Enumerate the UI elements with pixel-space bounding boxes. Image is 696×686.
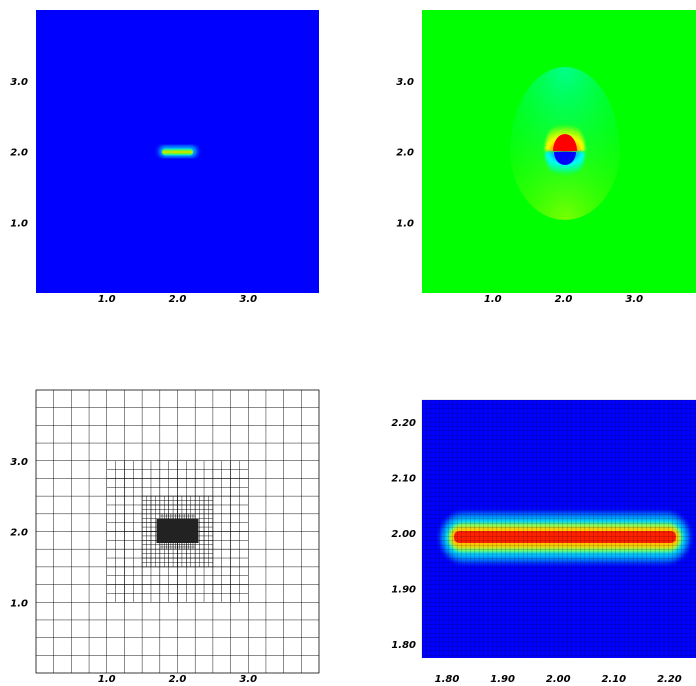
panel-3: 1.0 2.0 3.0 1.0 2.0 3.0 (10, 389, 320, 685)
y-tick-label: 1.90 (391, 585, 416, 596)
panel-3-dense-core (156, 519, 199, 543)
y-tick-label: 2.00 (391, 529, 416, 540)
panel-3-y-ticks: 1.0 2.0 3.0 (10, 457, 28, 610)
y-tick-label: 2.0 (396, 148, 414, 159)
x-tick-label: 1.0 (484, 294, 502, 305)
panel-2-y-ticks: 1.0 2.0 3.0 (396, 77, 414, 230)
panel-4-bar-core (454, 531, 676, 543)
y-tick-label: 2.0 (10, 528, 28, 539)
panel-1-ellipse (162, 148, 193, 156)
panel-3-x-ticks: 1.0 2.0 3.0 (98, 674, 257, 685)
y-tick-label: 2.0 (10, 148, 28, 159)
y-tick-label: 2.20 (391, 418, 416, 429)
panel-2-upper-core (553, 134, 577, 151)
x-tick-label: 3.0 (239, 674, 257, 685)
panel-1-y-ticks: 1.0 2.0 3.0 (10, 77, 28, 230)
panel-1-x-ticks: 1.0 2.0 3.0 (98, 294, 257, 305)
panel-4-halo (440, 512, 690, 563)
x-tick-label: 3.0 (625, 294, 643, 305)
panel-2-lower-lobe (545, 152, 585, 179)
x-tick-label: 2.10 (601, 674, 626, 685)
x-tick-label: 1.80 (435, 674, 460, 685)
x-tick-label: 2.0 (169, 294, 187, 305)
x-tick-label: 1.90 (490, 674, 515, 685)
y-tick-label: 1.0 (10, 598, 28, 609)
y-tick-label: 2.10 (391, 474, 416, 485)
panel-4-y-ticks: 1.80 1.90 2.00 2.10 2.20 (391, 418, 416, 651)
y-tick-label: 1.0 (396, 218, 414, 229)
panel-1: 1.0 2.0 3.0 1.0 2.0 3.0 (10, 10, 319, 305)
x-tick-label: 2.00 (546, 674, 571, 685)
panel-4-grid (421, 399, 696, 658)
y-tick-label: 3.0 (10, 457, 28, 468)
panel-4: 1.80 1.90 2.00 2.10 2.20 1.80 1.90 2.00 2.10 2.2… (391, 399, 696, 685)
x-tick-label: 2.0 (555, 294, 573, 305)
panel-2-x-ticks: 1.0 2.0 3.0 (484, 294, 643, 305)
x-tick-label: 1.0 (98, 294, 116, 305)
y-tick-label: 1.80 (391, 640, 416, 651)
x-tick-label: 3.0 (239, 294, 257, 305)
x-tick-label: 2.20 (657, 674, 682, 685)
panel-2-lower-core (554, 152, 576, 165)
panel-2: 1.0 2.0 3.0 1.0 2.0 3.0 (396, 10, 696, 305)
y-tick-label: 3.0 (396, 77, 414, 88)
y-tick-label: 1.0 (10, 218, 28, 229)
panel-4-x-ticks: 1.80 1.90 2.00 2.10 2.20 (435, 674, 682, 685)
y-tick-label: 3.0 (10, 77, 28, 88)
x-tick-label: 2.0 (169, 674, 187, 685)
x-tick-label: 1.0 (98, 674, 116, 685)
